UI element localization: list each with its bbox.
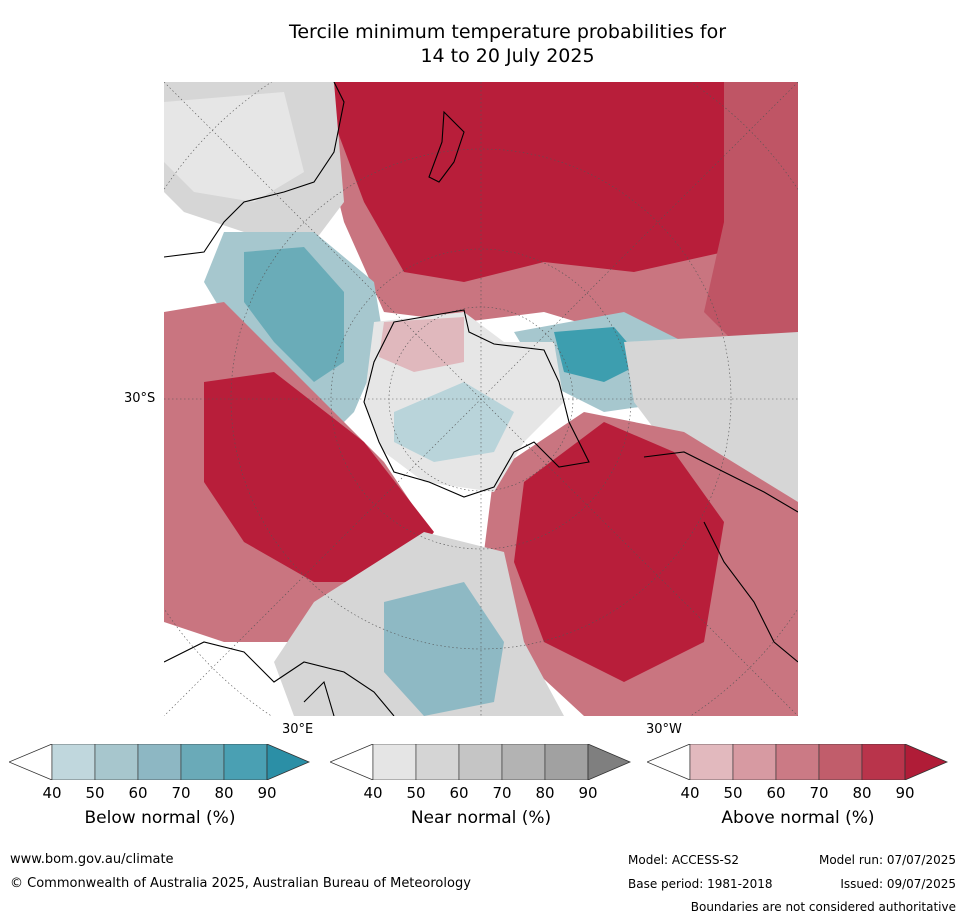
cbar-near-tick-70: 70 — [492, 784, 512, 802]
cbar-above-seg-1 — [689, 744, 734, 780]
above-region-sw-core — [204, 372, 434, 582]
probability-map — [164, 82, 798, 716]
cbar-below-seg-3 — [137, 744, 182, 780]
cbar-below-seg-5 — [223, 744, 268, 780]
cbar-above-tick-60: 60 — [766, 784, 786, 802]
cbar-near-seg-5 — [544, 744, 589, 780]
antarctica-coast — [363, 309, 590, 498]
cbar-near-tick-90: 90 — [578, 784, 598, 802]
model-run-text: Model run: 07/07/2025 — [818, 853, 956, 867]
model-text: Model: ACCESS-S2 — [628, 853, 740, 867]
colorbar-below — [9, 744, 311, 780]
issued-text: Issued: 09/07/2025 — [840, 877, 956, 891]
coastlines — [164, 82, 798, 716]
near-region-nw-light — [164, 92, 304, 202]
cbar-below-tick-50: 50 — [85, 784, 105, 802]
cbar-near-tick-60: 60 — [449, 784, 469, 802]
title-line-1: Tercile minimum temperature probabilitie… — [288, 21, 727, 43]
cbar-below-tick-40: 40 — [42, 784, 62, 802]
lon-label-30w: 30°W — [646, 722, 682, 737]
cbar-above-seg-2 — [732, 744, 777, 780]
cbar-below-tick-70: 70 — [171, 784, 191, 802]
cbar-near-label: Near normal (%) — [410, 808, 552, 828]
graticule — [164, 82, 798, 716]
above-region-north-core — [334, 82, 764, 282]
cbar-above-tick-90: 90 — [895, 784, 915, 802]
lat-label-30s: 30°S — [124, 391, 156, 406]
cbar-below-label: Below normal (%) — [84, 808, 236, 828]
title-line-2: 14 to 20 July 2025 — [420, 45, 595, 67]
colorbar-above — [647, 744, 949, 780]
below-region-west-core — [244, 247, 344, 382]
africa-coast — [164, 641, 395, 716]
cbar-above-seg-6 — [904, 744, 949, 780]
madagascar-coast — [303, 680, 335, 716]
cbar-near-seg-0 — [330, 744, 374, 780]
cbar-near-tick-40: 40 — [363, 784, 383, 802]
below-region-south — [384, 582, 504, 716]
colorbar-near — [330, 744, 632, 780]
copyright-text: © Commonwealth of Australia 2025, Austra… — [10, 876, 471, 891]
cbar-above-tick-80: 80 — [852, 784, 872, 802]
cbar-near-seg-6 — [587, 744, 632, 780]
cbar-below-seg-4 — [180, 744, 225, 780]
cbar-near-tick-80: 80 — [535, 784, 555, 802]
cbar-below-seg-1 — [51, 744, 96, 780]
map-title: Tercile minimum temperature probabilitie… — [160, 20, 855, 68]
cbar-above-seg-3 — [775, 744, 820, 780]
cbar-above-tick-50: 50 — [723, 784, 743, 802]
antarctica-above — [379, 317, 464, 372]
lon-label-30e: 30°E — [282, 722, 314, 737]
cbar-near-seg-1 — [372, 744, 417, 780]
cbar-above-seg-5 — [861, 744, 906, 780]
cbar-above-tick-70: 70 — [809, 784, 829, 802]
base-period-text: Base period: 1981-2018 — [628, 877, 773, 891]
new-zealand-coast — [428, 110, 465, 183]
cbar-below-tick-60: 60 — [128, 784, 148, 802]
cbar-above-tick-40: 40 — [680, 784, 700, 802]
cbar-near-seg-3 — [458, 744, 503, 780]
disclaimer-text: Boundaries are not considered authoritat… — [690, 900, 956, 914]
cbar-above-label: Above normal (%) — [721, 808, 875, 828]
cbar-below-seg-6 — [266, 744, 311, 780]
australia-coast — [164, 82, 345, 258]
cbar-near-tick-50: 50 — [406, 784, 426, 802]
cbar-above-seg-4 — [818, 744, 863, 780]
south-america-coast — [643, 451, 798, 663]
above-region-se-core — [514, 422, 724, 682]
website-link[interactable]: www.bom.gov.au/climate — [10, 852, 174, 867]
cbar-above-seg-0 — [647, 744, 691, 780]
cbar-below-tick-80: 80 — [214, 784, 234, 802]
cbar-near-seg-4 — [501, 744, 546, 780]
below-region-east-core — [554, 327, 644, 382]
above-region-ne — [704, 82, 798, 362]
cbar-near-seg-2 — [415, 744, 460, 780]
cbar-below-seg-2 — [94, 744, 139, 780]
cbar-below-seg-0 — [9, 744, 53, 780]
cbar-below-tick-90: 90 — [257, 784, 277, 802]
near-region-east — [624, 332, 798, 502]
